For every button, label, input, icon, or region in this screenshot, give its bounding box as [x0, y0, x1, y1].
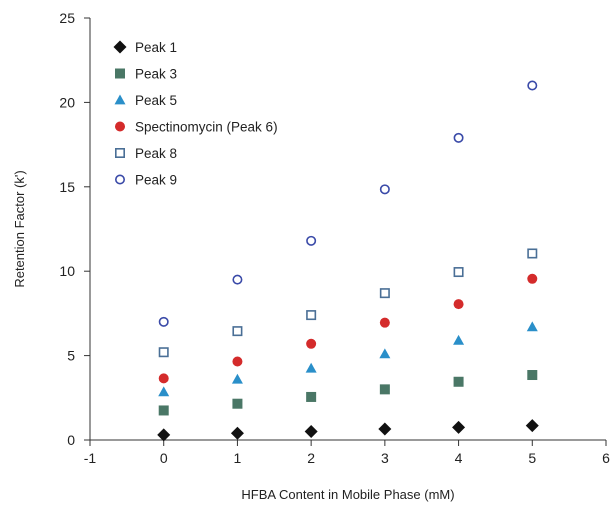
data-point: [230, 426, 244, 440]
x-tick-label: 3: [381, 450, 389, 466]
x-tick-label: 5: [528, 450, 536, 466]
x-tick-label: 4: [455, 450, 463, 466]
y-axis-title: Retention Factor (k'): [12, 170, 27, 287]
data-point: [379, 288, 390, 299]
legend-item: Peak 1: [113, 40, 177, 55]
data-point: [527, 248, 538, 259]
data-point: [379, 384, 390, 395]
data-point: [527, 80, 538, 91]
y-tick-label: 20: [59, 94, 75, 110]
data-point: [527, 273, 538, 284]
legend-marker: [115, 174, 126, 185]
data-point: [232, 356, 243, 367]
legend-label: Peak 5: [135, 93, 177, 108]
data-point: [158, 316, 169, 327]
data-point: [453, 132, 464, 143]
data-point: [527, 370, 538, 381]
x-axis: -1 0 1 2 3 4 5 6: [84, 439, 610, 466]
y-axis: 0 5 10 15 20 25: [59, 10, 91, 448]
data-point: [232, 326, 243, 337]
data-point: [232, 274, 243, 285]
data-point: [453, 299, 464, 310]
data-point: [453, 334, 465, 345]
legend-marker: [115, 68, 125, 79]
y-ticks: 0 5 10 15 20 25: [59, 10, 90, 448]
series-6: [158, 80, 538, 327]
y-tick-label: 5: [67, 348, 75, 364]
legend-label: Peak 9: [135, 173, 177, 188]
y-tick-label: 25: [59, 10, 75, 26]
legend-item: Peak 8: [115, 146, 177, 161]
data-point: [157, 428, 171, 442]
data-point: [525, 419, 539, 433]
data-point: [306, 235, 317, 246]
data-point: [231, 373, 243, 384]
legend-marker: [115, 121, 125, 132]
series-5: [158, 248, 538, 358]
data-point: [378, 422, 392, 436]
x-tick-label: -1: [84, 450, 97, 466]
x-tick-label: 1: [234, 450, 242, 466]
series-4: [158, 273, 538, 384]
legend-marker: [115, 148, 126, 159]
data-point: [379, 348, 391, 359]
data-point: [379, 317, 390, 328]
y-tick-label: 10: [59, 263, 75, 279]
legend-label: Peak 8: [135, 146, 177, 161]
x-axis-title: HFBA Content in Mobile Phase (mM): [241, 487, 454, 502]
data-point: [306, 391, 317, 402]
data-point: [452, 420, 466, 434]
legend: Peak 1 Peak 3 Peak 5 Spectinomycin (Peak 6)…: [113, 40, 278, 188]
data-point: [526, 321, 538, 332]
data-point: [232, 398, 243, 409]
series-3: [158, 321, 538, 397]
legend-item: Spectinomycin (Peak 6): [115, 120, 278, 135]
data-point: [305, 362, 317, 373]
y-tick-label: 15: [59, 179, 75, 195]
series-1: [157, 419, 539, 442]
data-point: [453, 267, 464, 278]
legend-item: Peak 3: [115, 67, 177, 82]
x-tick-label: 0: [160, 450, 168, 466]
x-tick-label: 6: [602, 450, 610, 466]
legend-marker: [114, 94, 126, 105]
legend-marker: [113, 40, 127, 54]
data-point: [304, 425, 318, 439]
x-ticks: -1 0 1 2 3 4 5 6: [84, 440, 610, 466]
y-tick-label: 0: [67, 432, 75, 448]
legend-label: Peak 3: [135, 67, 177, 82]
data-point: [453, 376, 464, 387]
legend-label: Peak 1: [135, 40, 177, 55]
legend-item: Peak 9: [115, 173, 177, 188]
data-point: [379, 184, 390, 195]
data-point: [306, 310, 317, 321]
data-point: [158, 373, 169, 384]
legend-item: Peak 5: [114, 93, 177, 108]
data-point: [306, 338, 317, 349]
series-2: [158, 370, 538, 416]
data-point: [158, 386, 170, 397]
data-point: [158, 405, 169, 416]
data-point: [158, 347, 169, 358]
x-tick-label: 2: [307, 450, 315, 466]
legend-label: Spectinomycin (Peak 6): [135, 120, 278, 135]
plot-points: [157, 80, 539, 442]
